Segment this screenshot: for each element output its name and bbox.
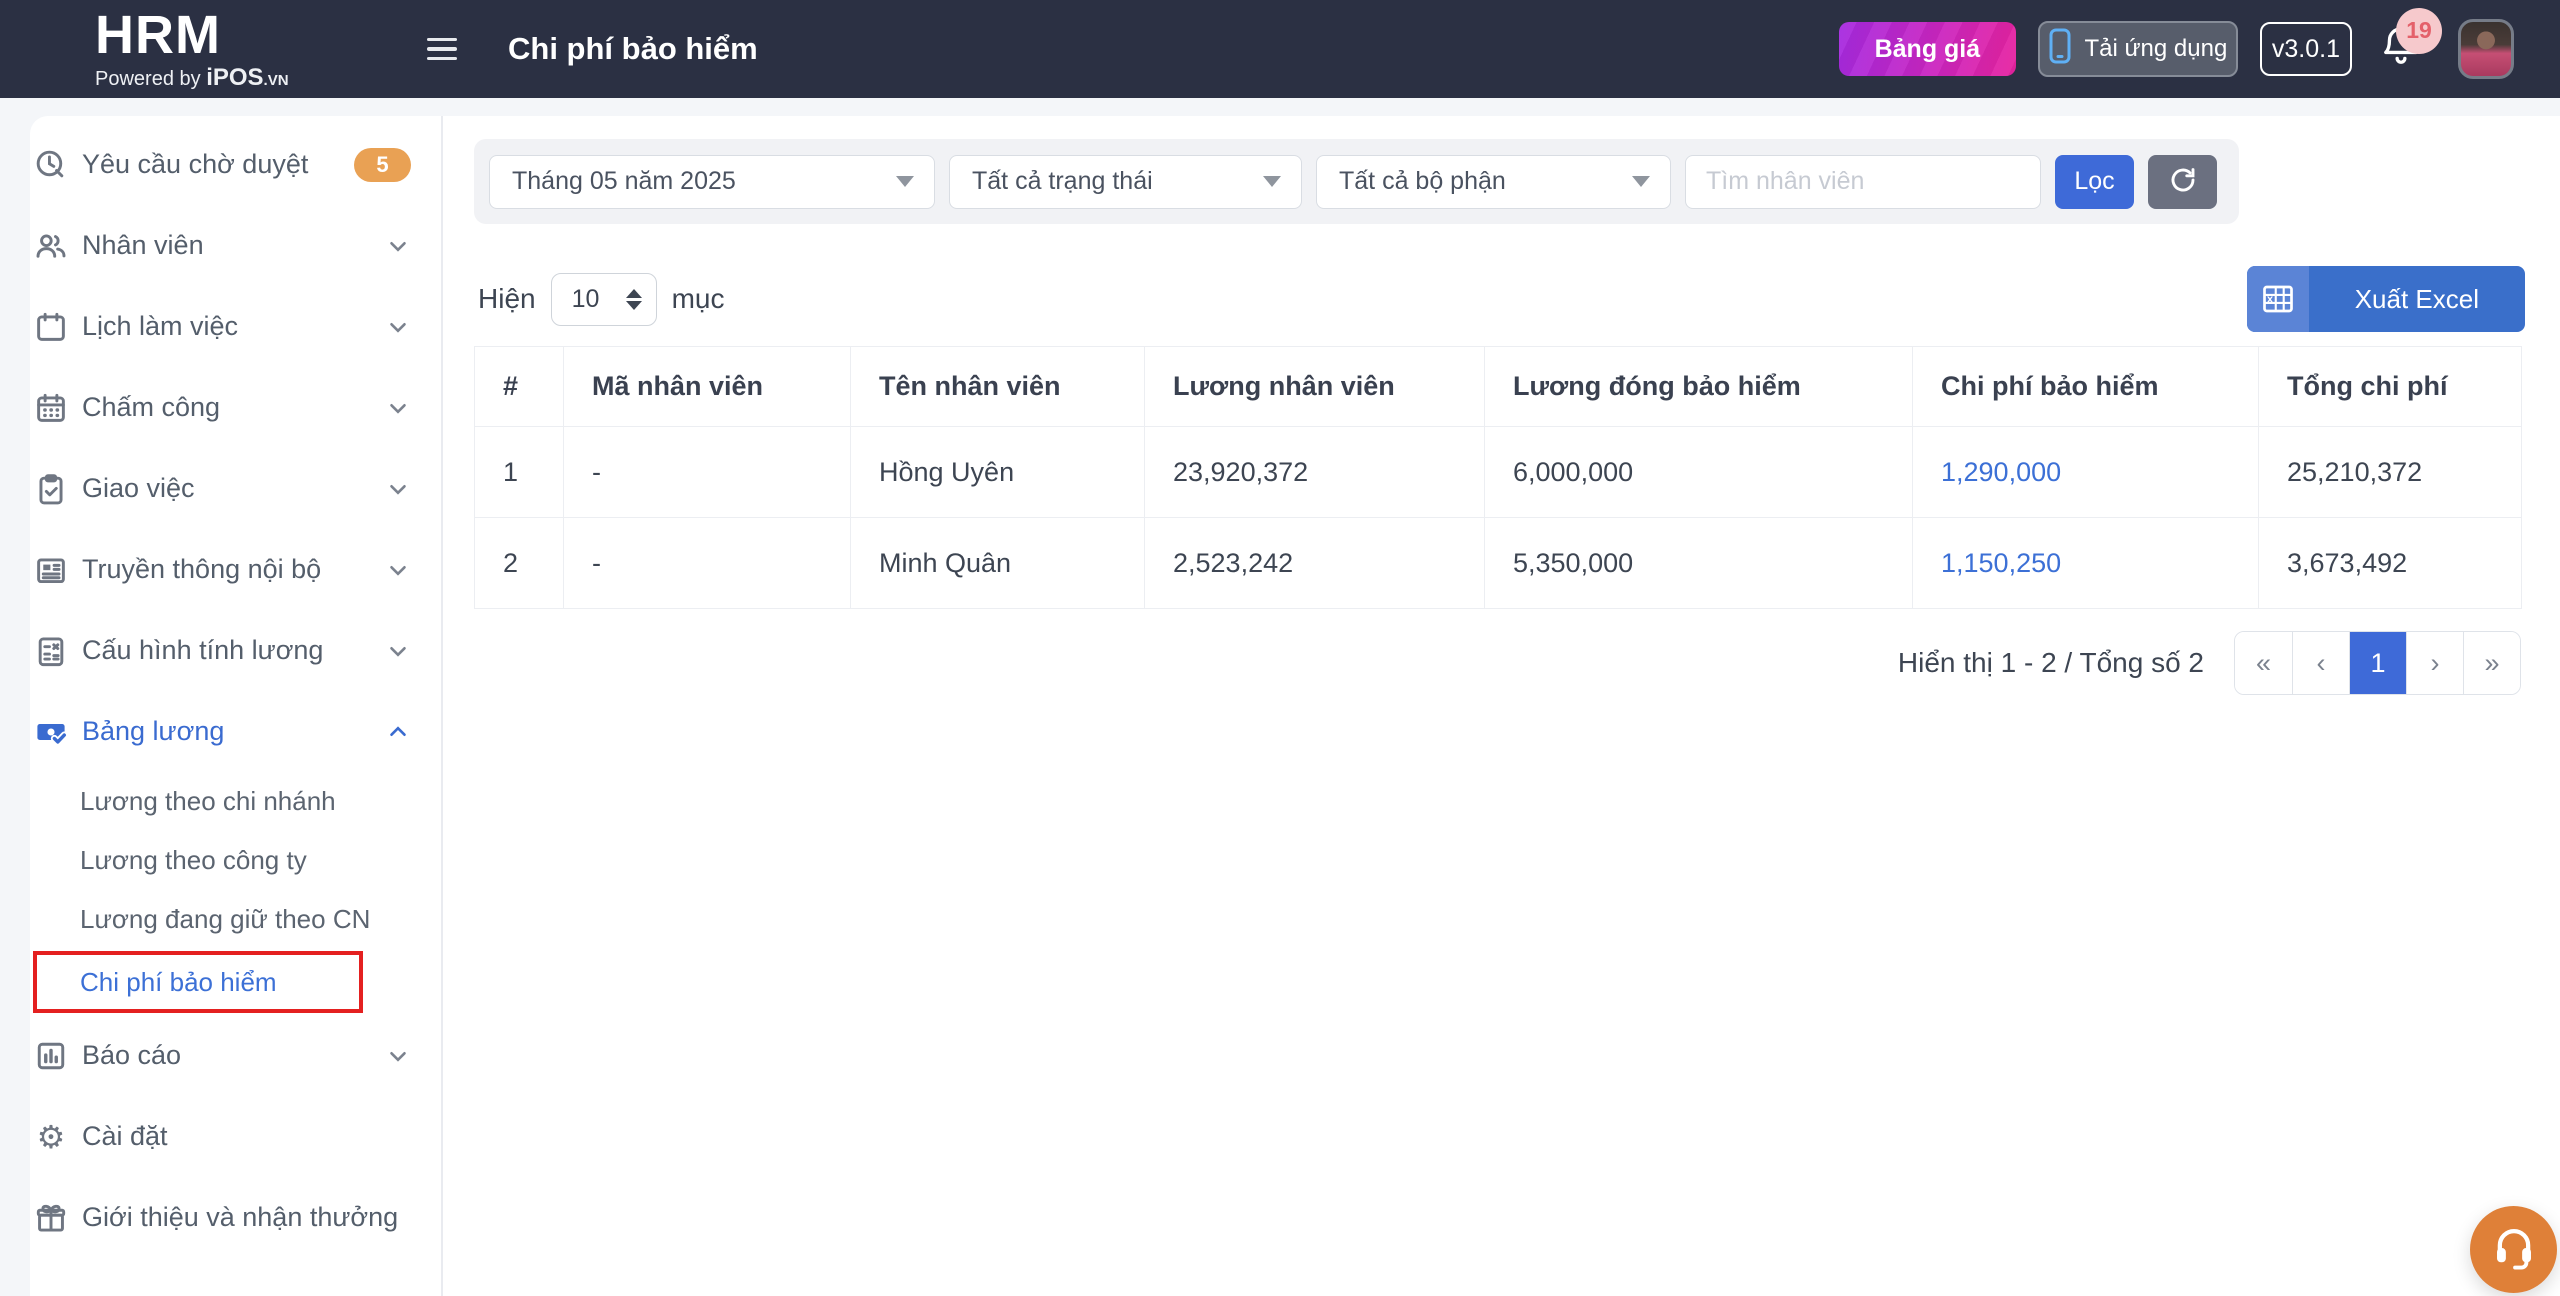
calculator-icon xyxy=(34,634,68,668)
caret-down-icon xyxy=(896,176,914,187)
refresh-icon xyxy=(2168,165,2198,198)
first-page-button[interactable]: « xyxy=(2235,632,2292,694)
col-total-cost: Tổng chi phí xyxy=(2258,346,2522,427)
chevron-down-icon xyxy=(385,476,411,502)
powered-by-text: Powered by iPOS.VN xyxy=(95,64,289,91)
notifications-button[interactable]: 19 xyxy=(2380,7,2442,75)
version-badge: v3.0.1 xyxy=(2259,22,2352,76)
items-label: mục xyxy=(671,283,725,314)
col-employee-name: Tên nhân viên xyxy=(850,346,1145,427)
page-size-input[interactable]: 10 xyxy=(550,272,657,326)
calendar-days-icon xyxy=(34,391,68,425)
department-select[interactable]: Tất cả bộ phận xyxy=(1316,154,1671,209)
notification-count-badge: 19 xyxy=(2396,7,2442,54)
search-employee-input[interactable] xyxy=(1685,154,2041,209)
show-label: Hiện xyxy=(478,283,536,314)
app-logo[interactable]: HRM Powered by iPOS.VN xyxy=(95,8,390,90)
caret-down-icon xyxy=(1632,176,1650,187)
chevron-down-icon xyxy=(385,1043,411,1069)
brand-text: HRM xyxy=(95,5,221,65)
pagination-row: Hiển thị 1 - 2 / Tổng số 2 « ‹ 1 › » xyxy=(474,631,2521,695)
sidebar-item-task-assignment[interactable]: Giao việc xyxy=(30,448,441,529)
filter-button[interactable]: Lọc xyxy=(2055,154,2134,209)
chevron-down-icon xyxy=(385,314,411,340)
prev-page-button[interactable]: ‹ xyxy=(2292,632,2349,694)
bar-chart-icon xyxy=(34,1039,68,1073)
sidebar-item-salary-config[interactable]: Cấu hình tính lương xyxy=(30,610,441,691)
sidebar-item-work-schedule[interactable]: Lịch làm việc xyxy=(30,286,441,367)
chevron-down-icon xyxy=(385,233,411,259)
export-excel-button[interactable]: x Xuất Excel xyxy=(2246,266,2525,332)
sidebar-subitem-insurance-cost[interactable]: Chi phí bảo hiểm xyxy=(80,966,277,997)
phone-icon xyxy=(2048,28,2072,71)
calendar-icon xyxy=(34,310,68,344)
pagination: « ‹ 1 › » xyxy=(2234,631,2521,695)
bell-icon xyxy=(2380,26,2422,74)
status-select[interactable]: Tất cả trạng thái xyxy=(949,154,1302,209)
chevron-down-icon xyxy=(385,395,411,421)
caret-down-icon xyxy=(1263,176,1281,187)
sidebar-subitem-salary-by-company[interactable]: Lương theo công ty xyxy=(80,845,307,875)
avatar[interactable] xyxy=(2458,19,2514,79)
chevron-down-icon xyxy=(385,638,411,664)
insurance-cost-link[interactable]: 1,290,000 xyxy=(1912,426,2259,518)
sidebar-item-reports[interactable]: Báo cáo xyxy=(30,1015,441,1096)
table-header-row: # Mã nhân viên Tên nhân viên Lương nhân … xyxy=(474,346,2522,427)
stepper-icon xyxy=(625,288,642,310)
page-1-button[interactable]: 1 xyxy=(2349,632,2406,694)
newspaper-icon xyxy=(34,553,68,587)
clock-edit-icon xyxy=(34,148,68,182)
pagination-summary: Hiển thị 1 - 2 / Tổng số 2 xyxy=(1897,647,2204,678)
chevron-up-icon xyxy=(385,719,411,745)
col-index: # xyxy=(474,346,564,427)
sidebar-item-pending-requests[interactable]: Yêu cầu chờ duyệt 5 xyxy=(30,124,441,205)
gear-icon: ⚙ xyxy=(36,1118,66,1155)
chevron-down-icon xyxy=(385,557,411,583)
users-icon xyxy=(34,229,68,263)
sidebar-item-settings[interactable]: ⚙ Cài đặt xyxy=(30,1096,441,1177)
pricing-button[interactable]: Bảng giá xyxy=(1838,22,2016,76)
banknote-check-icon xyxy=(34,715,68,749)
sidebar-item-employees[interactable]: Nhân viên xyxy=(30,205,441,286)
excel-icon: x xyxy=(2246,266,2309,332)
sidebar-item-timekeeping[interactable]: Chấm công xyxy=(30,367,441,448)
col-insurance-salary: Lương đóng bảo hiểm xyxy=(1484,346,1913,427)
svg-text:x: x xyxy=(2267,293,2274,305)
insurance-cost-table: # Mã nhân viên Tên nhân viên Lương nhân … xyxy=(474,346,2522,609)
clipboard-check-icon xyxy=(34,472,68,506)
support-fab[interactable] xyxy=(2470,1206,2557,1293)
last-page-button[interactable]: » xyxy=(2463,632,2520,694)
list-controls: Hiện 10 mục x Xuất Excel xyxy=(474,266,2525,332)
col-insurance-cost: Chi phí bảo hiểm xyxy=(1912,346,2259,427)
sidebar-subitem-salary-by-branch[interactable]: Lương theo chi nhánh xyxy=(80,786,336,816)
next-page-button[interactable]: › xyxy=(2406,632,2463,694)
pending-count-badge: 5 xyxy=(354,147,411,182)
col-employee-salary: Lương nhân viên xyxy=(1144,346,1485,427)
headset-icon xyxy=(2491,1224,2537,1275)
main-content: Tháng 05 năm 2025 Tất cả trạng thái Tất … xyxy=(443,116,2560,1296)
month-select[interactable]: Tháng 05 năm 2025 xyxy=(489,154,935,209)
table-row: 2 - Minh Quân 2,523,242 5,350,000 1,150,… xyxy=(474,517,2522,609)
insurance-cost-link[interactable]: 1,150,250 xyxy=(1912,517,2259,609)
sidebar-item-referral-rewards[interactable]: Giới thiệu và nhận thưởng xyxy=(30,1177,441,1258)
sidebar-item-internal-communication[interactable]: Truyền thông nội bộ xyxy=(30,529,441,610)
refresh-button[interactable] xyxy=(2148,154,2217,209)
annotation-highlight-box: Chi phí bảo hiểm xyxy=(33,951,363,1013)
download-app-button[interactable]: Tải ứng dụng xyxy=(2037,21,2238,77)
page-title: Chi phí bảo hiểm xyxy=(508,31,758,66)
sidebar: Yêu cầu chờ duyệt 5 Nhân viên Lịch làm v… xyxy=(30,116,443,1296)
col-employee-code: Mã nhân viên xyxy=(563,346,851,427)
sidebar-item-payroll[interactable]: Bảng lương xyxy=(30,691,441,772)
hamburger-menu-icon[interactable] xyxy=(420,37,464,61)
filter-bar: Tháng 05 năm 2025 Tất cả trạng thái Tất … xyxy=(474,139,2239,224)
table-row: 1 - Hồng Uyên 23,920,372 6,000,000 1,290… xyxy=(474,426,2522,518)
app-header: HRM Powered by iPOS.VN Chi phí bảo hiểm … xyxy=(0,0,2560,98)
sidebar-subitem-salary-held-by-branch[interactable]: Lương đang giữ theo CN xyxy=(80,904,371,934)
gift-icon xyxy=(34,1201,68,1235)
